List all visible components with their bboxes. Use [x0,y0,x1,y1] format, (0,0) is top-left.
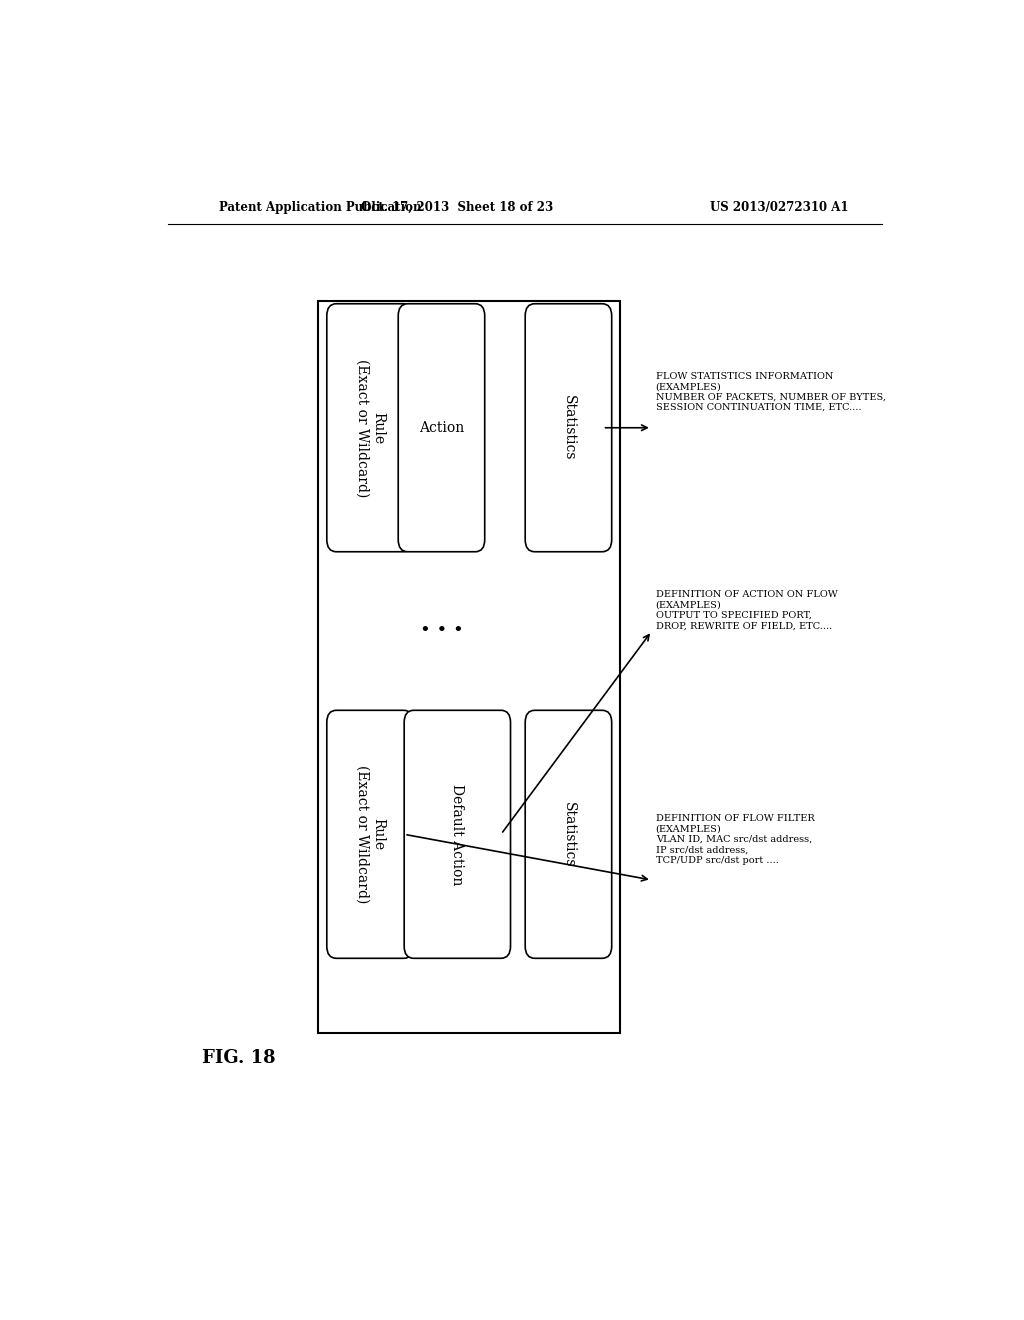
Text: DEFINITION OF FLOW FILTER
(EXAMPLES)
VLAN ID, MAC src/dst address,
IP src/dst ad: DEFINITION OF FLOW FILTER (EXAMPLES) VLA… [655,814,814,865]
Text: Default Action: Default Action [451,784,464,884]
FancyBboxPatch shape [404,710,511,958]
FancyBboxPatch shape [318,301,620,1032]
FancyBboxPatch shape [525,710,611,958]
FancyBboxPatch shape [398,304,484,552]
Text: Rule
(Exact or Wildcard): Rule (Exact or Wildcard) [355,359,385,496]
Text: FIG. 18: FIG. 18 [203,1049,275,1067]
FancyBboxPatch shape [525,304,611,552]
Text: FLOW STATISTICS INFORMATION
(EXAMPLES)
NUMBER OF PACKETS, NUMBER OF BYTES,
SESSI: FLOW STATISTICS INFORMATION (EXAMPLES) N… [655,372,886,412]
FancyBboxPatch shape [327,304,414,552]
Text: • • •: • • • [420,622,463,640]
Text: Rule
(Exact or Wildcard): Rule (Exact or Wildcard) [355,766,385,903]
Text: Statistics: Statistics [561,801,575,867]
Text: US 2013/0272310 A1: US 2013/0272310 A1 [710,201,848,214]
Text: Statistics: Statistics [561,395,575,461]
Text: Oct. 17, 2013  Sheet 18 of 23: Oct. 17, 2013 Sheet 18 of 23 [361,201,553,214]
Text: Patent Application Publication: Patent Application Publication [219,201,422,214]
Text: DEFINITION OF ACTION ON FLOW
(EXAMPLES)
OUTPUT TO SPECIFIED PORT,
DROP, REWRITE : DEFINITION OF ACTION ON FLOW (EXAMPLES) … [655,590,838,631]
Text: Action: Action [419,421,464,434]
FancyBboxPatch shape [327,710,414,958]
